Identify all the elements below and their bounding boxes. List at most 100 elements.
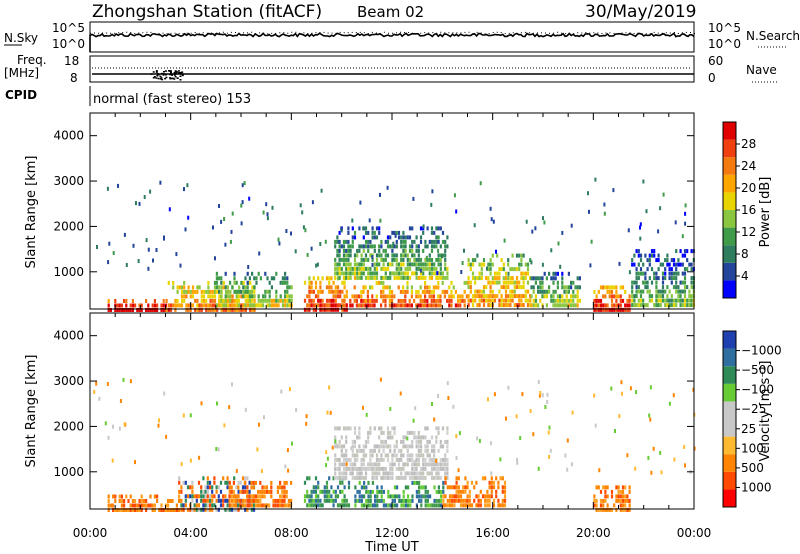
data-cell xyxy=(478,289,481,294)
data-cell xyxy=(400,457,403,462)
data-cell xyxy=(349,298,352,303)
data-cell xyxy=(457,485,460,490)
data-cell xyxy=(215,289,218,294)
data-cell xyxy=(382,294,385,299)
data-cell xyxy=(211,485,214,490)
data-cell xyxy=(532,289,535,294)
data-cell xyxy=(356,453,359,458)
colorbar-swatch xyxy=(723,436,736,455)
data-cell xyxy=(252,494,255,499)
data-cell xyxy=(191,498,194,503)
data-cell xyxy=(433,244,436,249)
data-cell xyxy=(235,503,238,508)
data-cell xyxy=(420,498,423,503)
data-cell xyxy=(263,485,266,490)
data-cell xyxy=(424,466,427,471)
data-cell xyxy=(649,417,652,422)
data-cell xyxy=(490,476,493,481)
data-cell xyxy=(635,249,638,254)
data-cell xyxy=(222,476,225,481)
data-cell xyxy=(668,267,671,272)
data-cell xyxy=(382,444,385,449)
data-cell xyxy=(419,466,423,471)
data-cell xyxy=(648,294,651,299)
data-cell xyxy=(356,275,359,280)
data-cell xyxy=(395,444,398,449)
data-cell xyxy=(615,307,618,312)
data-cell xyxy=(248,498,251,503)
data-cell xyxy=(437,253,440,258)
data-cell xyxy=(554,276,557,281)
data-cell xyxy=(391,498,394,503)
data-cell xyxy=(207,280,210,285)
data-cell xyxy=(516,457,518,462)
data-cell xyxy=(478,262,481,267)
data-cell xyxy=(215,485,218,490)
data-cell xyxy=(360,271,363,276)
data-cell xyxy=(539,391,542,395)
data-cell xyxy=(504,276,508,281)
data-cell xyxy=(334,498,337,503)
data-cell xyxy=(174,307,177,312)
data-cell xyxy=(323,303,326,308)
data-cell xyxy=(178,494,181,499)
data-cell xyxy=(182,507,185,512)
data-cell xyxy=(628,270,631,275)
data-cell xyxy=(310,285,313,290)
data-cell xyxy=(444,275,447,280)
data-cell xyxy=(490,217,493,222)
data-cell xyxy=(211,289,214,294)
data-cell xyxy=(125,299,128,303)
data-cell xyxy=(486,489,489,494)
data-cell xyxy=(257,494,260,499)
data-cell xyxy=(531,229,534,234)
data-cell xyxy=(485,298,488,303)
data-cell xyxy=(93,389,96,394)
data-cell xyxy=(595,303,598,308)
data-cell xyxy=(222,498,225,503)
data-cell xyxy=(424,426,427,431)
data-cell xyxy=(229,294,232,299)
data-cell xyxy=(415,435,418,440)
data-cell xyxy=(214,256,216,261)
data-cell xyxy=(497,485,500,490)
data-cell xyxy=(380,466,383,471)
data-cell xyxy=(391,475,394,480)
data-cell xyxy=(469,285,472,290)
data-cell xyxy=(246,271,249,276)
data-cell xyxy=(561,303,564,308)
data-cell xyxy=(424,262,427,267)
data-cell xyxy=(196,303,199,308)
data-cell xyxy=(358,248,361,253)
data-cell xyxy=(340,435,343,440)
data-cell xyxy=(290,294,293,299)
data-cell xyxy=(317,503,320,508)
data-cell xyxy=(246,280,249,285)
data-cell xyxy=(211,294,214,299)
data-cell xyxy=(479,489,482,494)
nave-dip-point xyxy=(164,70,167,72)
data-cell xyxy=(230,229,233,234)
data-cell xyxy=(213,494,216,499)
data-cell xyxy=(677,262,680,267)
data-cell xyxy=(574,294,577,299)
data-cell xyxy=(408,453,412,458)
data-cell xyxy=(419,448,423,453)
data-cell xyxy=(325,303,329,308)
data-cell xyxy=(233,307,236,312)
data-cell xyxy=(415,244,418,249)
data-cell xyxy=(391,503,394,508)
data-cell xyxy=(556,285,559,290)
data-cell xyxy=(369,448,372,453)
data-cell xyxy=(426,471,429,476)
data-cell xyxy=(642,280,645,285)
colorbar-tick-label: −500 xyxy=(741,363,774,377)
data-cell xyxy=(675,303,678,308)
data-cell xyxy=(338,471,341,476)
data-cell xyxy=(642,298,645,303)
data-cell xyxy=(213,285,217,290)
data-cell xyxy=(446,466,449,471)
data-cell xyxy=(552,298,555,303)
data-cell xyxy=(360,253,363,258)
